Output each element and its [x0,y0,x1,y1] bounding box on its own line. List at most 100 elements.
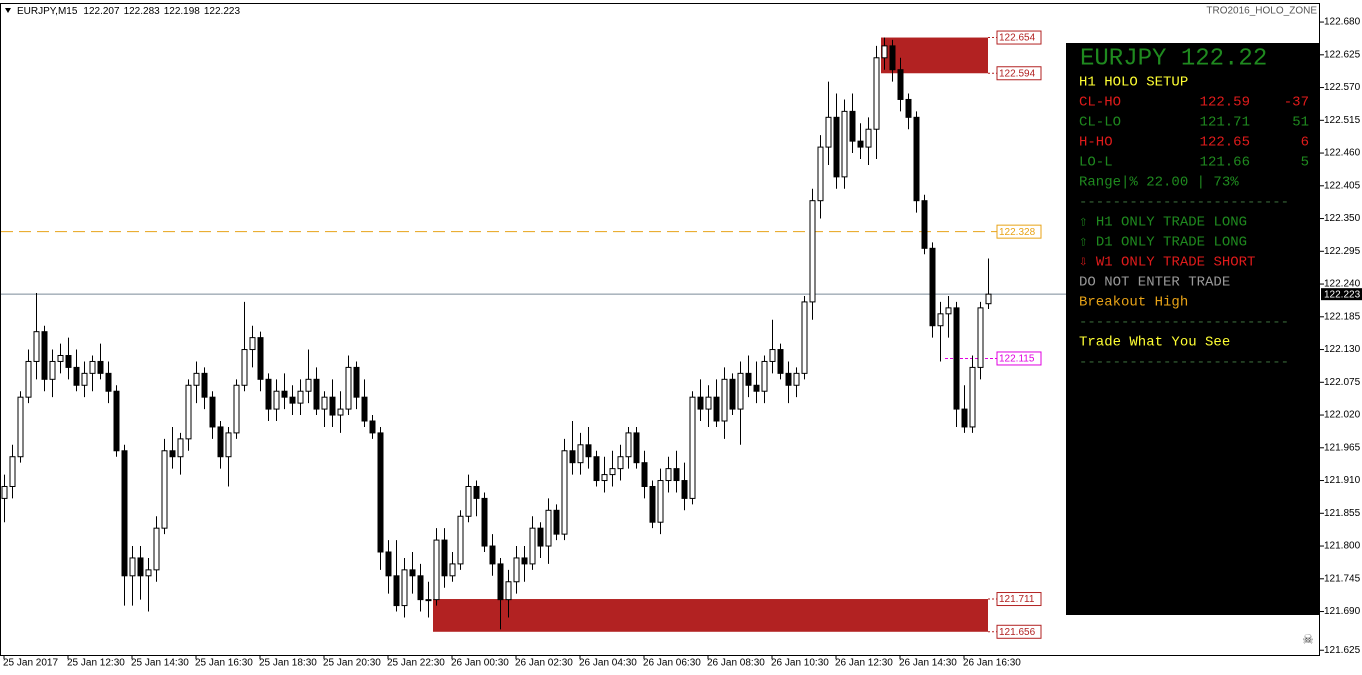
y-tick-label: 121.745 [1324,573,1361,584]
candle-body [17,396,24,458]
panel-row: ⇧ H1 ONLY TRADE LONG [1079,215,1247,231]
x-tick-label: 26 Jan 10:30 [771,658,829,669]
x-tick-label: 26 Jan 16:30 [963,658,1021,669]
candle-body [241,349,248,386]
candle-body [89,360,96,374]
y-tick-label: 121.625 [1324,645,1361,656]
level-label: 121.656 [999,627,1036,638]
candle-body [441,539,448,577]
candle-body [537,527,544,547]
candle-body [817,146,824,202]
candle-body [969,366,976,428]
candle-body [849,110,856,142]
candle-body [697,396,704,410]
panel-cell-price: 122.59 [1200,95,1250,111]
candle-body [833,116,840,178]
candle-body [977,307,984,368]
candle-body [49,360,56,380]
y-tick-label: 122.130 [1324,344,1361,355]
panel-row: ------------------------- [1079,315,1289,331]
y-tick-label: 121.800 [1324,541,1361,552]
candle-body [985,293,992,305]
candle-body [913,116,920,202]
levels-layer: 122.654 122.594 121.711 121.656 122.328 122.1… [1,30,1320,639]
x-tick-label: 26 Jan 06:30 [643,658,701,669]
candle-body [505,581,512,601]
candle-body [73,366,80,386]
axis-layer: 122.680 122.625 122.570 122.515 122.460 122.4… [3,17,1362,669]
candle-body [489,545,496,565]
x-tick-label: 26 Jan 00:30 [451,658,509,669]
level-label: 122.328 [999,227,1036,238]
candle-body [113,390,120,452]
chart-header: EURJPY,M15 122.207 122.283 122.198 122.223 [17,6,240,17]
panel-row: ⇧ D1 ONLY TRADE LONG [1079,235,1247,251]
zone [433,599,988,632]
level-label: 122.654 [999,33,1036,44]
panel-row: ------------------------- [1079,355,1289,371]
candle-body [97,360,104,374]
candle-body [425,599,432,602]
candle-body [321,396,328,410]
candle-body [649,485,656,523]
x-tick-label: 25 Jan 14:30 [131,658,189,669]
candle-body [225,432,232,458]
candle-body [145,569,152,577]
candle-body [545,509,552,547]
current-price-box [1321,288,1362,301]
y-tick-label: 121.910 [1324,475,1361,486]
candle-body [209,396,216,428]
level-label-box [996,592,1042,607]
y-tick-label: 122.295 [1324,246,1361,257]
candle-body [137,557,144,577]
header-close: 122.223 [204,6,241,17]
candle-body [857,140,864,148]
header-open: 122.207 [83,6,120,17]
candle-body [1,485,8,499]
x-tick-label: 25 Jan 18:30 [259,658,317,669]
candle-body [745,372,752,386]
candle-body [777,349,784,374]
menu-arrow[interactable] [5,8,11,13]
y-tick-label: 122.515 [1324,115,1361,126]
candle-body [529,527,536,565]
level-label: 122.594 [999,68,1036,79]
level-label-box [996,224,1042,239]
candle-body [177,438,184,458]
candle-body [297,390,304,404]
candle-body [897,69,904,100]
indicator-name: TRO2016_HOLO_ZONE [1206,6,1317,17]
candle-body [449,563,456,577]
candle-body [233,384,240,434]
candle-body [353,366,360,398]
current-price-label: 122.223 [1324,289,1361,300]
candle-body [521,557,528,565]
candle-body [81,372,88,386]
y-tick-label: 122.020 [1324,410,1361,421]
x-tick-label: 25 Jan 22:30 [387,658,445,669]
panel-row: ⇩ W1 ONLY TRADE SHORT [1079,255,1255,271]
candle-body [961,408,968,428]
panel-row: Breakout High [1079,295,1188,311]
candle-body [705,396,712,410]
y-tick-label: 122.350 [1324,213,1361,224]
y-tick-label: 122.240 [1324,279,1361,290]
candle-body [201,372,208,398]
level-label: 122.115 [999,354,1035,365]
candle-body [385,551,392,577]
panel-cell-label: CL-HO [1079,95,1121,111]
candle-body [433,539,440,601]
candle-body [841,110,848,178]
candle-body [937,313,944,327]
candle-body [481,497,488,547]
candle-body [153,527,160,571]
candle-body [729,378,736,410]
candle-body [673,468,680,482]
expert-icon: ☠ [1302,631,1314,646]
panel-cell-price: 121.71 [1200,115,1250,131]
candle-body [161,450,168,529]
x-tick-label: 25 Jan 12:30 [67,658,125,669]
x-tick-label: 26 Jan 02:30 [515,658,573,669]
y-tick-label: 122.185 [1324,311,1361,322]
